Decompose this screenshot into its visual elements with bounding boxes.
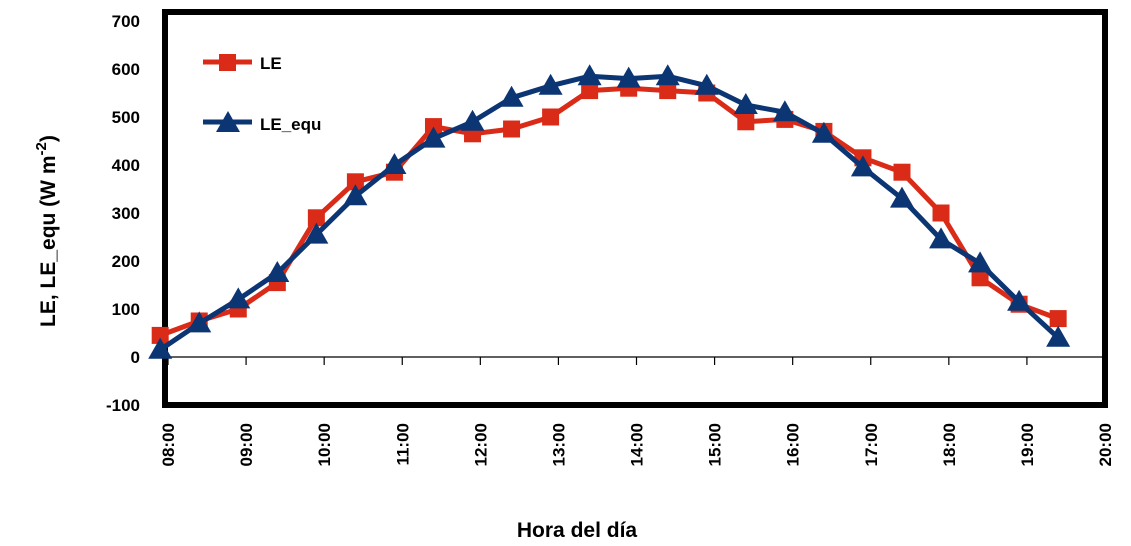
data-point-le-equ [461, 110, 485, 131]
y-tick-label: 500 [112, 108, 140, 127]
x-tick-label: 15:00 [706, 423, 725, 466]
legend-label-le: LE [260, 54, 282, 73]
series-le-equ [148, 64, 1070, 359]
x-tick-label: 14:00 [628, 423, 647, 466]
legend-marker-le [219, 54, 236, 71]
data-point-le-equ [226, 287, 250, 308]
x-tick-label: 10:00 [315, 423, 334, 466]
y-axis-title-main: LE, LE_equ (W m [37, 155, 60, 327]
x-tick-label: 16:00 [784, 423, 803, 466]
y-tick-label: 0 [131, 348, 140, 367]
legend: LE LE_equ [203, 54, 321, 134]
y-axis-title: LE, LE_equ (W m-2) [33, 135, 60, 327]
y-tick-label: 100 [112, 300, 140, 319]
y-tick-labels: -100 0 100 200 300 400 500 600 700 [106, 12, 140, 415]
x-axis-title: Hora del día [517, 519, 638, 542]
y-tick-label: -100 [106, 396, 140, 415]
x-tick-label: 13:00 [549, 423, 568, 466]
legend-label-le-equ: LE_equ [260, 115, 321, 134]
x-tick-label: 12:00 [471, 423, 490, 466]
y-axis-title-close: ) [37, 135, 60, 142]
data-point-le [933, 205, 950, 222]
x-tick-marks [168, 357, 1105, 365]
y-tick-label: 700 [112, 12, 140, 31]
x-tick-label: 20:00 [1096, 423, 1115, 466]
data-point-le [737, 113, 754, 130]
y-axis-title-superscript: -2 [33, 142, 50, 155]
x-tick-label: 09:00 [237, 423, 256, 466]
x-tick-label: 17:00 [862, 423, 881, 466]
y-tick-label: 400 [112, 156, 140, 175]
data-point-le [503, 121, 520, 138]
x-tick-label: 08:00 [159, 423, 178, 466]
y-tick-label: 300 [112, 204, 140, 223]
x-tick-labels: 08:00 09:00 10:00 11:00 12:00 13:00 14:00 15:00… [159, 423, 1115, 466]
data-point-le [893, 164, 910, 181]
x-tick-label: 11:00 [393, 423, 412, 466]
legend-item-le-equ: LE_equ [203, 111, 321, 134]
x-tick-label: 18:00 [940, 423, 959, 466]
plot-frame [165, 12, 1105, 405]
data-point-le [1050, 310, 1067, 327]
series-layer [148, 64, 1070, 359]
y-tick-label: 200 [112, 252, 140, 271]
legend-item-le: LE [203, 54, 282, 73]
y-tick-label: 600 [112, 60, 140, 79]
x-tick-label: 19:00 [1018, 423, 1037, 466]
data-point-le [542, 109, 559, 126]
